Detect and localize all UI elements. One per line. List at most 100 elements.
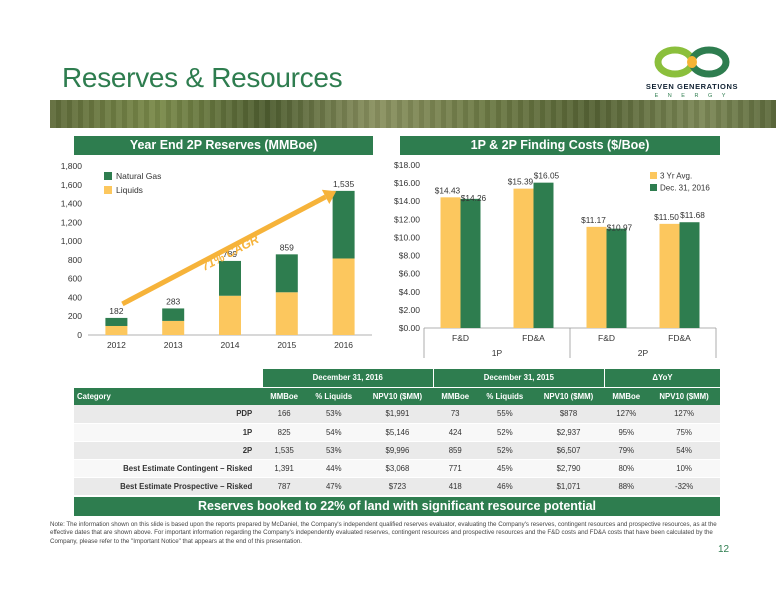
bar-liquids [105,325,128,335]
y-tick-label: 1,200 [61,217,83,227]
cagr-arrow-head [321,189,337,204]
legend-swatch-liquids [104,186,112,194]
bar-liquids [219,295,241,335]
x-tick-label: FD&A [522,333,545,343]
table-cell: -32% [648,477,720,496]
table-cell: 54% [305,423,362,442]
table-cell: $9,996 [361,441,434,460]
data-label: 182 [109,306,123,316]
x-tick-label: 2014 [221,340,240,350]
table-row: Best Estimate Contingent – Risked 1,391 44… [74,459,720,478]
table-header-cell: NPV10 ($MM) [361,386,434,405]
y-tick-label: 1,000 [61,236,83,246]
table-header-cell: Category [74,386,263,405]
table-cell: 859 [433,441,478,460]
x-tick-label: 2012 [107,340,126,350]
table-cell: $1,991 [361,405,434,424]
table-cell: 127% [648,405,720,424]
y-tick-label: $0.00 [399,323,421,333]
bottom-banner: Reserves booked to 22% of land with sign… [74,497,720,516]
table-row: Best Estimate Prospective – Risked 787 47%… [74,477,720,496]
table-header-cell: % Liquids [477,386,533,405]
table-cell: 10% [648,459,720,478]
y-tick-label: $8.00 [399,251,421,261]
x-tick-label: FD&A [668,333,691,343]
table-cell: $878 [532,405,605,424]
table-cell: 75% [648,423,720,442]
table-cell: 45% [477,459,533,478]
table-header-cell: MMBoe [433,386,478,405]
legend-label: 3 Yr Avg. [660,172,692,181]
logo-name: SEVEN GENERATIONS [645,82,739,91]
data-label: 283 [166,296,180,306]
bar-dec-2016 [460,198,481,328]
bar-3yr-avg [513,188,534,328]
table-row: PDP 166 53% $1,991 73 55% $878 127% 127% [74,405,720,424]
data-label: $14.43 [435,185,461,195]
table-cell: 127% [604,405,649,424]
table-cell: 88% [604,477,649,496]
table-cell: 166 [262,405,306,424]
table-cell: $2,790 [532,459,605,478]
y-tick-label: 0 [77,330,82,340]
y-tick-label: 800 [68,255,82,265]
table-cell: $6,507 [532,441,605,460]
x-tick-label: F&D [452,333,469,343]
table-cell: 55% [477,405,533,424]
table-cell: 73 [433,405,478,424]
table-cell: 787 [262,477,306,496]
table-cell: $3,068 [361,459,434,478]
bar-natural-gas [332,190,355,259]
data-label: $10.97 [607,223,633,233]
table-row: 2P 1,535 53% $9,996 859 52% $6,507 79% 54% [74,441,720,460]
bar-dec-2016 [533,182,554,328]
table-cell: 424 [433,423,478,442]
table-cell: 52% [477,423,533,442]
x-tick-label: 2013 [164,340,183,350]
bar-3yr-avg [659,223,680,328]
data-label: $11.50 [654,212,679,222]
legend-label-natural-gas: Natural Gas [116,171,161,181]
logo-subtitle: E N E R G Y [654,93,730,99]
x-tick-label: 2016 [334,340,353,350]
y-tick-label: $12.00 [394,214,420,224]
table-header-cell: % Liquids [305,386,362,405]
legend-swatch-natural-gas [104,172,112,180]
data-label: $15.39 [508,177,534,187]
bar-natural-gas [105,317,128,326]
table-cell: 1,535 [262,441,306,460]
table-cell: 46% [477,477,533,496]
bar-dec-2016 [606,228,627,328]
bar-liquids [332,258,355,335]
group-label: 2P [638,348,649,358]
table-cell: 54% [648,441,720,460]
table-header-cell: MMBoe [262,386,306,405]
x-tick-label: 2015 [277,340,296,350]
bar-liquids [275,292,298,335]
table-cell: 47% [305,477,362,496]
y-tick-label: $14.00 [394,196,420,206]
table-row: 1P 825 54% $5,146 424 52% $2,937 95% 75% [74,423,720,442]
table-cell: 53% [305,441,362,460]
y-tick-label: 1,400 [61,199,83,209]
table-header-cell: NPV10 ($MM) [648,386,720,405]
legend-swatch [650,172,657,179]
table-cell: 2P [74,441,263,460]
table-cell: Best Estimate Prospective – Risked [74,477,263,496]
table-body: PDP 166 53% $1,991 73 55% $878 127% 127% 1P 825 54%… [74,405,720,496]
landscape-banner [50,100,776,128]
bar-liquids [162,320,185,335]
data-label: $11.68 [680,210,705,220]
group-label: 1P [492,348,503,358]
right-section-heading: 1P & 2P Finding Costs ($/Boe) [400,136,720,155]
table-group-yoy: ΔYoY [603,369,720,387]
table-cell: Best Estimate Contingent – Risked [74,459,263,478]
table-group-2015: December 31, 2015 [432,369,605,387]
y-tick-label: 200 [68,311,82,321]
reserves-table: December 31, 2016 December 31, 2015 ΔYoY… [74,369,720,496]
table-cell: 53% [305,405,362,424]
table-cell: 95% [604,423,649,442]
table-header-cell: NPV10 ($MM) [532,386,605,405]
y-tick-label: $4.00 [399,287,421,297]
table-cell: 825 [262,423,306,442]
